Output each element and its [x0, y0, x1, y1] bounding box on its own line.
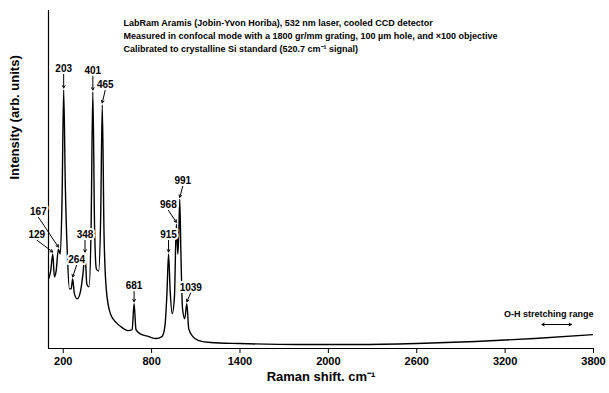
svg-text:348: 348: [77, 229, 94, 240]
svg-text:264: 264: [68, 254, 85, 265]
svg-text:991: 991: [174, 175, 191, 186]
svg-text:348: 348: [77, 229, 94, 240]
svg-text:401: 401: [84, 65, 101, 76]
svg-text:167: 167: [30, 206, 47, 217]
svg-text:1400: 1400: [228, 355, 252, 367]
svg-text:681: 681: [126, 280, 143, 291]
svg-text:915: 915: [160, 229, 177, 240]
svg-text:401: 401: [84, 65, 101, 76]
svg-text:968: 968: [160, 199, 177, 210]
svg-text:465: 465: [97, 79, 114, 90]
svg-text:Raman shift. cm⁻¹: Raman shift. cm⁻¹: [267, 369, 376, 384]
svg-text:203: 203: [55, 63, 72, 74]
svg-text:3800: 3800: [581, 355, 605, 367]
svg-text:915: 915: [160, 229, 177, 240]
svg-text:200: 200: [54, 355, 72, 367]
svg-text:1039: 1039: [180, 282, 203, 293]
svg-text:800: 800: [142, 355, 160, 367]
svg-text:129: 129: [28, 229, 45, 240]
svg-text:Intensity (arb. units): Intensity (arb. units): [7, 55, 22, 179]
svg-text:1039: 1039: [180, 282, 203, 293]
svg-text:O-H stretching range: O-H stretching range: [504, 309, 594, 319]
svg-text:2000: 2000: [316, 355, 340, 367]
svg-text:LabRam Aramis (Jobin-Yvon Hori: LabRam Aramis (Jobin-Yvon Horiba), 532 n…: [124, 18, 498, 54]
svg-text:968: 968: [160, 199, 177, 210]
svg-text:681: 681: [126, 280, 143, 291]
svg-text:3200: 3200: [493, 355, 517, 367]
svg-text:129: 129: [28, 229, 45, 240]
svg-text:264: 264: [68, 254, 85, 265]
svg-text:203: 203: [55, 63, 72, 74]
svg-text:465: 465: [97, 79, 114, 90]
svg-text:2600: 2600: [405, 355, 429, 367]
svg-text:167: 167: [30, 206, 47, 217]
svg-text:991: 991: [174, 175, 191, 186]
